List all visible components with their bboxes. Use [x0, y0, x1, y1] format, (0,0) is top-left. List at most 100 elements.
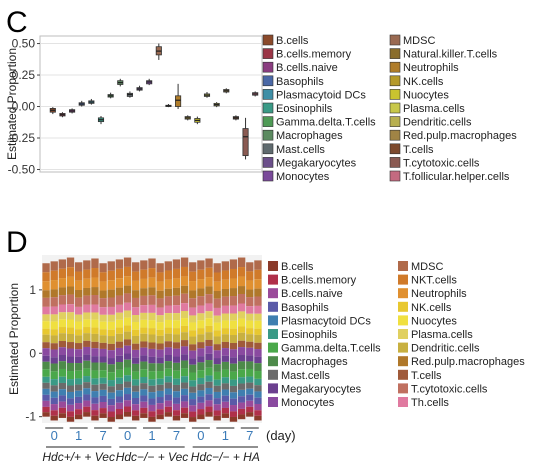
stack-segment	[123, 285, 132, 294]
stack-segment	[91, 277, 99, 288]
stack-segment	[99, 348, 107, 357]
stack-segment	[83, 400, 91, 407]
stack-segment	[123, 317, 132, 326]
stack-segment	[156, 384, 164, 391]
stack-segment	[172, 305, 181, 314]
stack-segment	[246, 406, 254, 413]
stack-segment	[205, 325, 213, 333]
stack-segment	[42, 388, 50, 395]
stack-segment	[246, 355, 254, 362]
stack-segment	[213, 350, 221, 359]
stack-segment	[99, 298, 107, 308]
stack-segment	[172, 295, 181, 306]
stack-segment	[83, 382, 91, 389]
stack-segment	[91, 327, 99, 334]
legend-label: NKT.cells	[411, 275, 457, 287]
stack-segment	[213, 281, 221, 291]
legend-label: Mast.cells	[281, 370, 330, 382]
stack-segment	[58, 382, 67, 390]
stack-segment	[66, 304, 75, 313]
stack-segment	[42, 361, 50, 370]
stack-segment	[123, 339, 132, 346]
stack-segment	[42, 342, 50, 349]
stack-segment	[164, 388, 172, 395]
stack-segment	[148, 304, 156, 313]
stack-segment	[246, 376, 254, 383]
stack-segment	[107, 380, 115, 387]
stack-segment	[237, 369, 246, 378]
stack-segment	[107, 411, 115, 418]
stack-segment	[148, 320, 156, 329]
stack-segment	[229, 349, 238, 358]
stack-segment	[229, 268, 238, 279]
legend-label: Megakaryocytes	[281, 383, 362, 395]
stack-segment	[197, 356, 205, 363]
stack-segment	[74, 409, 83, 415]
stack-segment	[156, 397, 164, 404]
stack-segment	[189, 271, 197, 282]
stack-segment	[164, 382, 172, 389]
stack-segment	[254, 296, 262, 306]
y-tick-label: 0.25	[12, 68, 36, 82]
stack-segment	[246, 289, 254, 298]
stack-segment	[254, 349, 262, 357]
stack-segment	[197, 296, 205, 306]
stack-segment	[83, 333, 91, 341]
stack-segment	[123, 359, 132, 368]
legend-swatch	[389, 34, 401, 46]
legend-label: Monocytes	[281, 397, 335, 409]
stack-segment	[148, 258, 156, 269]
legend-swatch	[262, 116, 274, 127]
stack-segment	[237, 340, 246, 348]
stack-segment	[140, 312, 148, 320]
stack-segment	[221, 389, 230, 396]
stack-segment	[50, 363, 58, 372]
stack-segment	[213, 415, 221, 421]
stack-segment	[91, 362, 99, 371]
legend-swatch	[398, 301, 408, 312]
stack-segment	[180, 376, 189, 383]
stack-segment	[74, 306, 83, 315]
stack-segment	[229, 320, 238, 329]
stack-segment	[115, 390, 124, 397]
stack-segment	[107, 306, 115, 315]
stack-segment	[180, 303, 189, 311]
stack-segment	[246, 382, 254, 389]
stack-segment	[123, 381, 132, 388]
stack-segment	[213, 379, 221, 386]
stack-segment	[132, 371, 140, 380]
stack-segment	[91, 378, 99, 385]
legend-swatch	[389, 48, 401, 59]
stack-segment	[164, 305, 172, 314]
stack-segment	[58, 401, 67, 408]
stack-segment	[42, 314, 50, 322]
stack-segment	[58, 319, 67, 328]
stack-segment	[148, 328, 156, 335]
stack-segment	[221, 279, 230, 289]
stack-segment	[205, 412, 213, 417]
stack-segment	[74, 370, 83, 379]
stack-segment	[83, 269, 91, 279]
stack-segment	[91, 268, 99, 278]
stack-segment	[172, 328, 181, 335]
stack-segment	[58, 333, 67, 342]
stack-segment	[172, 415, 181, 421]
panel-d-chart: 1 0 -1 Estimated Proportion	[7, 255, 262, 424]
stack-segment	[189, 290, 197, 299]
stack-segment	[107, 270, 115, 281]
stack-segment	[189, 399, 197, 406]
stack-segment	[229, 411, 238, 417]
stack-segment	[246, 313, 254, 321]
stack-segment	[140, 413, 148, 418]
legend-label: Plasmacytoid DCs	[276, 89, 366, 101]
stack-segment	[140, 395, 148, 402]
stack-segment	[164, 368, 172, 377]
stack-segment	[91, 295, 99, 305]
stack-segment	[221, 305, 230, 314]
stack-segment	[164, 296, 172, 306]
stack-segment	[66, 267, 75, 277]
stack-segment	[180, 340, 189, 347]
stack-segment	[189, 262, 197, 272]
stack-segment	[91, 410, 99, 416]
legend-label: Th.cells	[411, 397, 449, 409]
